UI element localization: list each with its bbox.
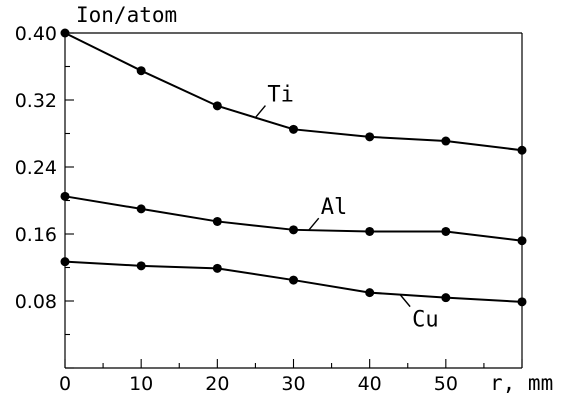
data-point <box>441 293 451 303</box>
data-point <box>212 101 222 111</box>
data-point <box>136 66 146 76</box>
x-tick-label: 30 <box>281 373 305 395</box>
x-tick-label: 10 <box>129 373 153 395</box>
series-label-ti: Ti <box>267 83 294 108</box>
data-point <box>136 204 146 214</box>
data-point <box>212 263 222 273</box>
data-point <box>517 297 527 307</box>
series-label-leader <box>254 105 266 119</box>
data-point <box>289 275 298 285</box>
x-tick-label: 40 <box>358 373 382 395</box>
axes: 0 10 20 30 40 50 0.08 0.16 0.24 0.32 0.40 <box>15 23 523 395</box>
y-tick-label: 0.24 <box>15 157 57 179</box>
x-tick-label: 20 <box>205 373 229 395</box>
data-point <box>365 226 375 236</box>
y-axis-title: Ion/atom <box>76 3 177 27</box>
data-point <box>136 261 146 271</box>
x-axis-title: r, mm <box>490 371 553 395</box>
data-point <box>517 236 527 246</box>
data-point <box>365 288 375 298</box>
series-label-leader <box>308 217 320 231</box>
y-tick-label: 0.08 <box>15 291 57 313</box>
data-point <box>212 216 222 226</box>
data-point <box>365 132 375 142</box>
data-point <box>60 28 70 38</box>
data-point <box>441 136 451 146</box>
series-layer: Ti Al Cu <box>60 28 527 333</box>
data-point <box>517 145 527 155</box>
data-point <box>289 124 298 134</box>
y-tick-label: 0.40 <box>15 23 57 45</box>
y-tick-label: 0.16 <box>15 224 57 246</box>
y-tick-label: 0.32 <box>15 90 57 112</box>
x-tick-label: 0 <box>59 373 71 395</box>
series-label-cu: Cu <box>412 308 439 333</box>
data-point <box>289 225 298 235</box>
data-point <box>60 191 70 201</box>
data-point <box>60 257 70 267</box>
data-point <box>441 226 451 236</box>
series-label-leader <box>399 294 411 308</box>
x-tick-label: 50 <box>434 373 458 395</box>
series-label-al: Al <box>321 195 348 220</box>
